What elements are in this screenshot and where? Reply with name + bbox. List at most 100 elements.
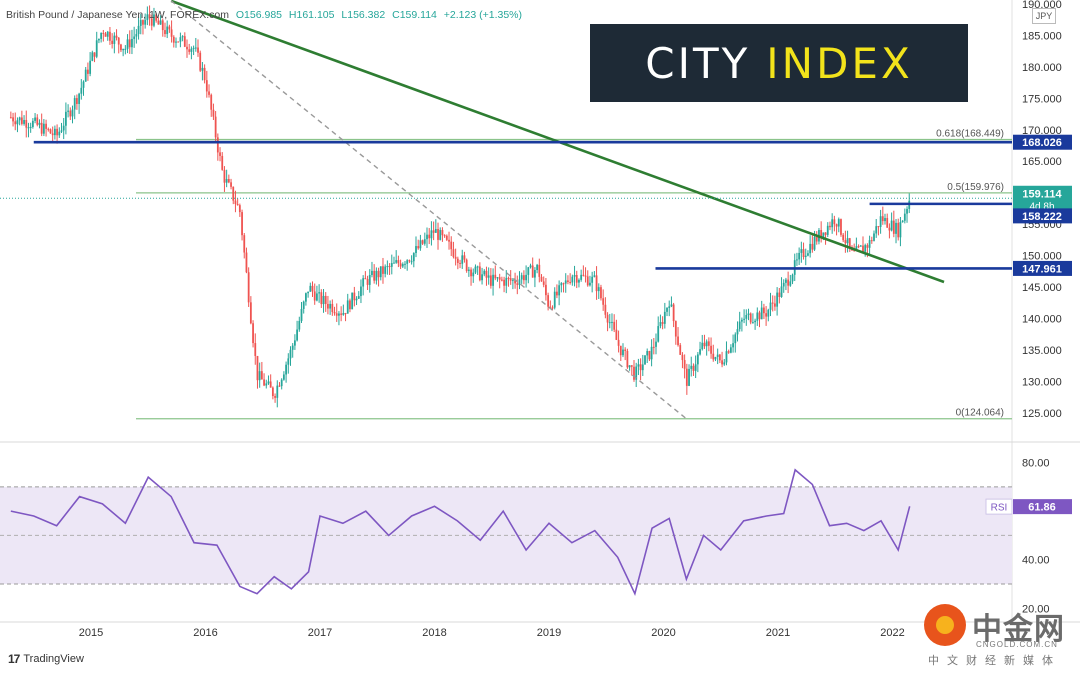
candle-body [782, 282, 785, 287]
candle-body [751, 322, 754, 324]
price-label-box [1013, 185, 1072, 212]
candle-body [401, 263, 404, 267]
candle-body [771, 302, 774, 304]
candle-body [139, 20, 142, 26]
candle-body [419, 240, 422, 249]
candle-body [763, 307, 765, 314]
candle-body [571, 276, 574, 283]
candle-body [758, 312, 761, 320]
candle-body [159, 20, 162, 25]
candle-body [296, 329, 298, 341]
candle-body [630, 365, 633, 367]
candle-body [829, 225, 831, 228]
x-tick-label: 2015 [79, 627, 103, 639]
candle-body [168, 26, 171, 30]
candle-body [291, 345, 294, 350]
candle-body [769, 302, 772, 310]
candle-body [514, 279, 516, 284]
candle-body [785, 279, 787, 283]
candle-body [787, 279, 790, 286]
candle-body [520, 275, 523, 280]
currency-tag[interactable]: JPY [1032, 8, 1056, 24]
candle-body [40, 122, 43, 134]
open-value: O156.985 [235, 9, 282, 21]
candle-body [628, 365, 631, 368]
tradingview-logo[interactable]: 17 TradingView [8, 652, 84, 666]
candle-body [450, 241, 453, 250]
candle-body [811, 243, 814, 250]
candle-body [487, 275, 490, 278]
tradingview-mark-icon: 17 [8, 652, 20, 666]
candle-body [798, 252, 801, 260]
change-value: +2.123 (+1.35%) [443, 9, 523, 21]
candle-body [467, 269, 470, 271]
candle-body [177, 41, 180, 43]
candle-body [870, 240, 873, 242]
candle-body [670, 304, 673, 307]
candle-body [547, 295, 550, 307]
candle-body [617, 339, 620, 346]
candle-body [549, 306, 552, 308]
candle-body [104, 33, 107, 37]
candle-body [578, 279, 580, 283]
candle-body [873, 233, 875, 241]
candle-body [536, 264, 539, 271]
candle-body [553, 291, 556, 308]
candle-body [820, 230, 823, 239]
candle-body [831, 219, 834, 228]
candle-body [276, 385, 279, 398]
rsi-y-tick-label: 40.00 [1022, 555, 1050, 567]
candle-body [282, 374, 285, 380]
candle-body [31, 120, 34, 127]
candle-body [305, 293, 307, 302]
candle-body [300, 308, 303, 321]
candle-body [648, 350, 651, 360]
candle-body [25, 120, 28, 128]
candle-body [846, 238, 849, 244]
candle-body [38, 122, 41, 125]
candle-body [443, 235, 446, 237]
candle-body [454, 256, 457, 259]
candle-body [452, 249, 455, 257]
candle-body [470, 269, 472, 277]
candle-body [340, 313, 343, 315]
candle-body [23, 120, 25, 124]
candle-body [586, 276, 589, 286]
candle-body [639, 364, 642, 371]
candle-body [884, 218, 886, 222]
candle-body [498, 277, 501, 280]
cngold-url: CNGOLD.COM.CN [976, 640, 1058, 649]
candle-body [637, 364, 640, 367]
candle-body [774, 303, 776, 307]
candle-body [888, 227, 891, 231]
candle-body [197, 47, 199, 53]
candle-body [95, 40, 98, 57]
candle-body [245, 252, 248, 273]
candle-body [426, 234, 428, 240]
candle-body [274, 396, 276, 398]
candle-body [879, 216, 882, 227]
candle-body [509, 278, 512, 281]
candle-body [901, 220, 904, 223]
candle-body [254, 343, 257, 356]
candle-body [249, 302, 252, 324]
candle-body [474, 266, 477, 273]
candle-body [677, 336, 679, 346]
candle-body [45, 123, 47, 129]
candle-body [899, 222, 902, 238]
candle-body [835, 224, 838, 227]
candle-body [51, 133, 54, 136]
candle-body [124, 48, 127, 50]
candle-body [707, 341, 710, 346]
candle-body [718, 354, 721, 361]
candle-body [428, 234, 431, 239]
candle-body [807, 253, 809, 256]
candle-body [421, 240, 424, 244]
candle-body [338, 313, 340, 316]
candle-body [558, 285, 561, 296]
candle-body [727, 351, 730, 353]
candle-body [111, 40, 114, 44]
candle-body [362, 278, 365, 287]
rsi-y-tick-label: 20.00 [1022, 603, 1050, 615]
candle-body [302, 301, 305, 309]
